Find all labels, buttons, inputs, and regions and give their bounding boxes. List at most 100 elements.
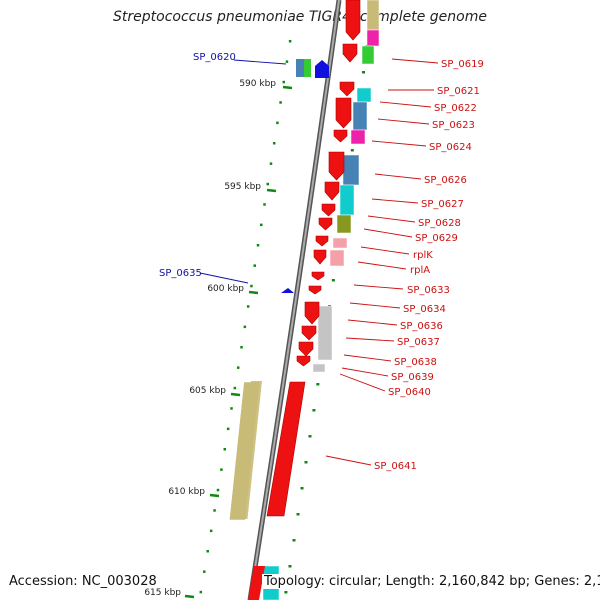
gene-label-sp0633[interactable]: SP_0633 bbox=[407, 285, 450, 296]
gene-arrow bbox=[298, 341, 314, 357]
gene-arrow bbox=[324, 181, 340, 201]
leader-line bbox=[233, 59, 287, 65]
gene-label-rpla[interactable]: rplA bbox=[410, 265, 430, 276]
major-tick bbox=[184, 594, 195, 599]
gene-labels-right: SP_0619 SP_0621 SP_0622 SP_0623 SP_0624 … bbox=[374, 59, 484, 472]
gene-block bbox=[304, 59, 311, 77]
leader-line bbox=[339, 373, 386, 392]
cog-segment bbox=[339, 184, 355, 216]
minor-tick bbox=[246, 305, 250, 308]
gene-label-sp0624[interactable]: SP_0624 bbox=[429, 142, 472, 153]
minor-tick bbox=[213, 509, 216, 512]
gene-arrow bbox=[339, 81, 355, 97]
scale-label-595: 595 kbp bbox=[224, 182, 261, 192]
gene-label-sp0640[interactable]: SP_0640 bbox=[388, 387, 431, 398]
leader-line bbox=[379, 101, 432, 108]
leader-line bbox=[349, 302, 401, 309]
gene-label-sp0623[interactable]: SP_0623 bbox=[432, 120, 475, 131]
gene-label-sp0619[interactable]: SP_0619 bbox=[441, 59, 484, 70]
minor-tick bbox=[216, 488, 220, 492]
gene-arrow bbox=[304, 301, 320, 325]
leader-line bbox=[377, 118, 430, 125]
minor-tick bbox=[350, 149, 354, 152]
leader-line bbox=[325, 455, 372, 466]
gene-label-sp0634[interactable]: SP_0634 bbox=[403, 304, 446, 315]
gene-features bbox=[248, 0, 361, 600]
gene-label-sp0629[interactable]: SP_0629 bbox=[415, 233, 458, 244]
minor-tick bbox=[199, 590, 203, 594]
gene-arrow bbox=[318, 217, 333, 231]
gene-label-sp0637[interactable]: SP_0637 bbox=[397, 337, 440, 348]
cog-segment bbox=[312, 363, 326, 373]
minor-tick bbox=[282, 80, 286, 84]
minor-tick bbox=[285, 60, 289, 63]
gene-arrow bbox=[311, 271, 325, 281]
gene-label-sp0639[interactable]: SP_0639 bbox=[391, 372, 434, 383]
minor-tick bbox=[243, 325, 247, 329]
major-tick bbox=[282, 85, 293, 90]
gene-arrow bbox=[328, 151, 345, 181]
scale-label-610: 610 kbp bbox=[168, 487, 205, 497]
scale-ticks bbox=[184, 40, 369, 599]
gene-arrow bbox=[342, 43, 358, 63]
minor-tick bbox=[230, 407, 233, 410]
minor-tick bbox=[308, 435, 312, 438]
minor-tick bbox=[312, 409, 316, 412]
gene-label-sp0638[interactable]: SP_0638 bbox=[394, 357, 437, 368]
minor-tick bbox=[256, 244, 260, 247]
gene-label-sp0626[interactable]: SP_0626 bbox=[424, 175, 467, 186]
minor-tick bbox=[292, 539, 296, 542]
minor-tick bbox=[253, 264, 256, 267]
accession-text: Accession: NC_003028 bbox=[9, 574, 157, 589]
minor-tick bbox=[209, 529, 213, 533]
cog-segment bbox=[352, 101, 368, 131]
gene-block bbox=[296, 59, 306, 77]
cog-segment bbox=[366, 29, 380, 47]
minor-tick bbox=[240, 346, 243, 349]
leader-line bbox=[363, 228, 413, 238]
scale-labels: 590 kbp 595 kbp 600 kbp 605 kbp 610 kbp … bbox=[144, 79, 276, 598]
leader-line bbox=[357, 261, 407, 270]
cog-segment bbox=[356, 87, 372, 103]
minor-tick bbox=[300, 487, 304, 490]
minor-tick bbox=[220, 468, 223, 471]
minor-tick bbox=[279, 101, 282, 104]
topology-text: Topology: circular; Length: 2,160,842 bp… bbox=[262, 574, 600, 589]
gene-arrow bbox=[301, 325, 317, 341]
gene-label-sp0627[interactable]: SP_0627 bbox=[421, 199, 464, 210]
leader-line bbox=[343, 354, 392, 362]
backbone bbox=[247, 0, 342, 600]
gene-label-sp0622[interactable]: SP_0622 bbox=[434, 103, 477, 114]
gene-arrow bbox=[315, 235, 329, 247]
scale-label-600: 600 kbp bbox=[207, 284, 244, 294]
scale-label-615: 615 kbp bbox=[144, 588, 181, 598]
cog-segment bbox=[317, 305, 333, 361]
gene-arrow bbox=[321, 203, 336, 217]
major-tick bbox=[266, 188, 277, 193]
gene-arrow bbox=[315, 60, 329, 78]
minor-tick bbox=[316, 383, 320, 386]
map-title: Streptococcus pneumoniae TIGR4, complete… bbox=[113, 9, 487, 25]
minor-tick bbox=[223, 448, 227, 451]
minor-tick bbox=[263, 203, 266, 206]
minor-tick bbox=[269, 162, 273, 165]
cog-segment bbox=[332, 237, 348, 249]
gene-label-sp0620[interactable]: SP_0620 bbox=[193, 52, 236, 63]
gene-label-sp0628[interactable]: SP_0628 bbox=[418, 218, 461, 229]
leader-line bbox=[199, 272, 249, 284]
gene-label-rplk[interactable]: rplK bbox=[413, 250, 433, 261]
major-tick bbox=[209, 493, 220, 498]
gene-arrow bbox=[345, 0, 361, 41]
minor-tick bbox=[233, 386, 237, 390]
gene-label-sp0621[interactable]: SP_0621 bbox=[437, 86, 480, 97]
gene-label-sp0635[interactable]: SP_0635 bbox=[159, 268, 202, 279]
leader-line bbox=[374, 173, 422, 180]
gene-label-sp0636[interactable]: SP_0636 bbox=[400, 321, 443, 332]
gene-arrow bbox=[296, 355, 311, 367]
cog-segment bbox=[361, 45, 375, 65]
minor-tick bbox=[236, 366, 240, 369]
leader-line bbox=[341, 367, 389, 377]
minor-tick bbox=[206, 550, 209, 553]
gene-label-sp0641[interactable]: SP_0641 bbox=[374, 461, 417, 472]
